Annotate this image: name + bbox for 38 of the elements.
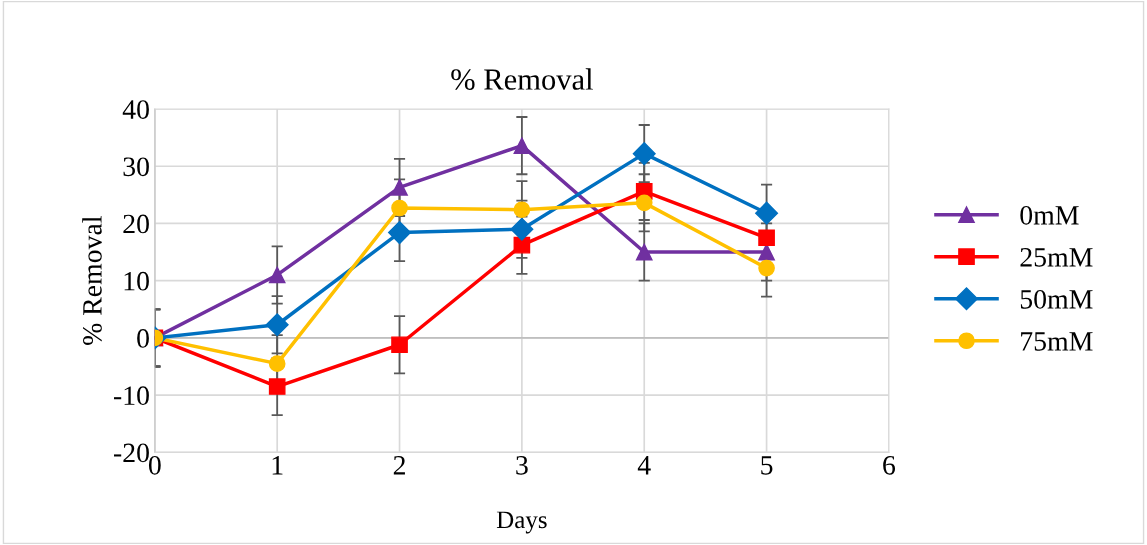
y-tick-label: 0 bbox=[137, 329, 149, 348]
legend-label: 50mM bbox=[1020, 289, 1093, 309]
point bbox=[635, 194, 653, 212]
x-tick-label: 2 bbox=[393, 456, 405, 475]
x-tick-label: 3 bbox=[516, 456, 528, 475]
point bbox=[635, 243, 653, 261]
point bbox=[513, 236, 531, 254]
point bbox=[513, 201, 531, 219]
y-tick-label: 10 bbox=[124, 271, 149, 291]
point bbox=[268, 355, 286, 372]
point bbox=[755, 201, 779, 225]
point bbox=[510, 217, 534, 241]
point bbox=[268, 378, 286, 395]
y-tick-label: -20 bbox=[113, 443, 149, 463]
point bbox=[388, 221, 412, 245]
point bbox=[268, 266, 286, 284]
point bbox=[513, 137, 531, 154]
point bbox=[632, 142, 656, 166]
y-tick-label: 30 bbox=[123, 157, 149, 177]
point bbox=[265, 313, 289, 337]
x-axis-title: Days bbox=[496, 511, 547, 534]
y-tick-label: 40 bbox=[122, 100, 149, 119]
y-tick-label: 20 bbox=[123, 214, 149, 234]
y-tick-label: -10 bbox=[113, 386, 149, 406]
point bbox=[391, 336, 408, 354]
chart-title: % Removal bbox=[451, 68, 593, 90]
point bbox=[391, 179, 408, 196]
y-axis-title: % Removal bbox=[82, 216, 102, 345]
point bbox=[758, 259, 775, 277]
x-tick-label: 4 bbox=[637, 456, 651, 475]
x-tick-label: 5 bbox=[761, 456, 773, 475]
point bbox=[391, 199, 408, 217]
legend-label: 75mM bbox=[1021, 332, 1093, 351]
legend-label: 0mM bbox=[1020, 205, 1079, 225]
point bbox=[758, 229, 775, 247]
legend-label: 25mM bbox=[1020, 248, 1093, 267]
x-tick-label: 1 bbox=[272, 456, 283, 475]
x-tick-label: 6 bbox=[883, 456, 896, 475]
